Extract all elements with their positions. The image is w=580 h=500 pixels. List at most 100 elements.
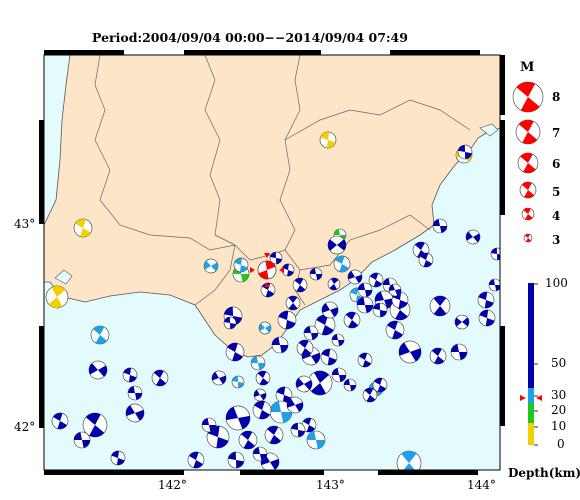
magnitude-legend-ball [523, 233, 533, 243]
depth-unit-label: Depth(km) [508, 466, 580, 480]
focal-mechanism [327, 235, 347, 255]
mag-label-8: 8 [552, 90, 561, 104]
focal-mechanism [125, 403, 145, 423]
focal-mechanism [88, 360, 108, 380]
island [479, 123, 499, 137]
focal-mechanism [454, 314, 470, 330]
focal-mechanism [396, 450, 422, 470]
map-title: Period:2004/09/04 00:00−−2014/09/04 07:4… [92, 30, 408, 45]
highlight-marker-left [250, 267, 255, 273]
highlight-focal-mechanism [257, 260, 277, 280]
depth-tick-50: 50 [551, 356, 567, 370]
mag-label-7: 7 [552, 126, 561, 140]
lon-tick-143: 143° [316, 478, 345, 492]
depth-marker-left [520, 395, 526, 401]
focal-mechanism [450, 343, 468, 361]
focal-mechanism [238, 430, 258, 450]
lat-tick-42: 42° [14, 420, 36, 434]
focal-mechanism [429, 347, 447, 365]
depth-tick-30: 30 [551, 388, 567, 402]
highlight-marker-top [264, 253, 270, 258]
highlight-marker-right [279, 267, 284, 273]
focal-mechanism [309, 267, 323, 281]
focal-mechanism [388, 283, 402, 297]
lon-tick-144: 144° [467, 478, 496, 492]
focal-mechanism [372, 377, 388, 393]
focal-mechanism [51, 412, 69, 430]
land-area [44, 55, 500, 358]
focal-mechanism [151, 369, 169, 387]
focal-mechanism [465, 229, 481, 245]
focal-mechanism [327, 277, 341, 291]
focal-mechanism [286, 396, 304, 414]
focal-mechanism [320, 348, 338, 366]
focal-mechanism [307, 370, 333, 396]
depth-colorbar [520, 283, 542, 446]
focal-mechanism [264, 425, 284, 445]
focal-mechanism [295, 375, 313, 393]
focal-mechanism [372, 302, 388, 318]
focal-mechanism [201, 417, 217, 433]
focal-mechanism [231, 375, 245, 389]
depth-tick-20: 20 [551, 403, 567, 417]
focal-mechanism [343, 311, 361, 329]
focal-mechanism [347, 269, 363, 285]
highlight-marker-bottom [264, 282, 270, 287]
focal-mechanism [331, 333, 345, 347]
mag-label-3: 3 [552, 233, 561, 247]
mag-label-4: 4 [552, 209, 561, 223]
lat-tick-43: 43° [14, 217, 36, 231]
depth-marker-right [536, 395, 542, 401]
focal-mechanism [285, 295, 301, 311]
focal-mechanism [281, 263, 295, 277]
focal-mechanism [398, 340, 422, 364]
focal-mechanism [356, 296, 374, 314]
focal-mechanism [368, 272, 384, 288]
focal-mechanism [303, 325, 319, 341]
focal-mechanism [253, 388, 267, 402]
depth-tick-0: 0 [557, 437, 565, 451]
focal-mechanism [306, 430, 326, 450]
focal-mechanism [357, 282, 373, 298]
focal-mechanism [225, 342, 245, 362]
focal-mechanism [488, 278, 500, 292]
focal-mechanism [292, 277, 308, 293]
focal-mechanism [321, 301, 339, 319]
focal-mechanism [45, 285, 69, 309]
focal-mechanism [271, 336, 289, 354]
focal-mechanism [233, 257, 249, 273]
focal-mechanism [290, 422, 306, 438]
magnitude-legend-ball [517, 152, 539, 174]
focal-mechanism [250, 355, 266, 371]
focal-mechanism [331, 367, 347, 383]
focal-mechanism [258, 321, 272, 335]
focal-mechanism [333, 255, 351, 273]
focal-mechanism [343, 378, 357, 392]
focal-mechanism [478, 309, 496, 327]
focal-mechanism [301, 417, 317, 433]
focal-mechanism [418, 252, 434, 268]
focal-mechanism [429, 295, 451, 317]
focal-mechanism [252, 400, 272, 420]
focal-mechanism [314, 314, 336, 336]
mag-label-5: 5 [552, 185, 561, 199]
focal-mechanism [432, 218, 448, 234]
focal-mechanism [227, 451, 245, 469]
focal-mechanism [319, 131, 337, 149]
focal-mechanism [269, 251, 283, 265]
depth-tick-10: 10 [551, 419, 567, 433]
focal-mechanism [477, 291, 495, 309]
magnitude-legend-ball [519, 181, 537, 199]
focal-mechanism [127, 385, 143, 401]
magnitude-legend-ball [515, 119, 541, 145]
subprefecture-boundaries [94, 55, 471, 306]
focal-mechanism [223, 316, 237, 330]
focal-mechanism [203, 258, 219, 274]
focal-mechanism [90, 325, 110, 345]
focal-mechanism [457, 144, 473, 160]
focal-mechanism [252, 446, 268, 462]
magnitude-legend-ball [521, 207, 535, 221]
focal-mechanism [211, 370, 227, 386]
focal-mechanism [357, 352, 373, 368]
